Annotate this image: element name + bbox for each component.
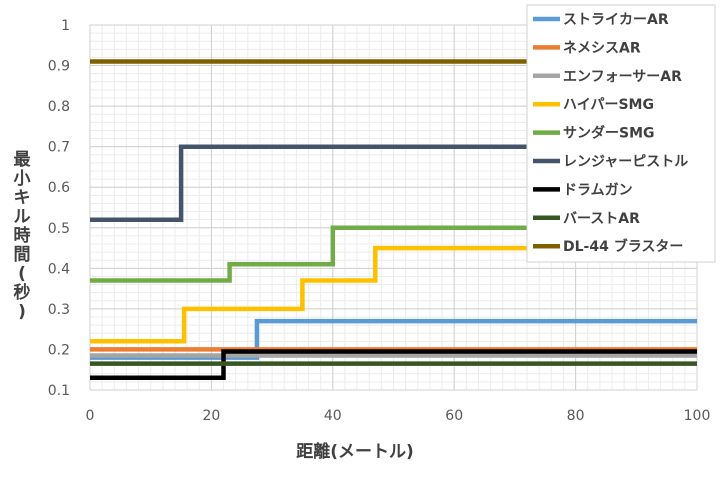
legend-label: レンジャーピストル <box>563 154 688 170</box>
y-tick-label: 0.4 <box>48 261 70 277</box>
minor-gridlines <box>89 24 698 391</box>
x-axis-title: 距離(メートル) <box>296 441 414 462</box>
y-tick-label: 0.1 <box>48 383 70 399</box>
y-axis-title: 最小キル時間(秒) <box>14 150 32 322</box>
series-line <box>90 225 697 283</box>
y-tick-label: 0.2 <box>48 342 70 358</box>
x-tick-label: 80 <box>567 408 585 424</box>
series-line <box>90 144 697 222</box>
y-tick-label: 1 <box>61 18 70 34</box>
legend-label: ハイパーSMG <box>563 97 654 113</box>
legend-label: バーストAR <box>563 211 640 227</box>
y-tick-label: 0.3 <box>48 302 70 318</box>
x-tick-label: 40 <box>324 408 342 424</box>
x-axis-ticks: 0 20 40 60 80 100 <box>86 408 711 424</box>
x-tick-label: 60 <box>445 408 463 424</box>
y-axis-ticks: 0.1 0.2 0.3 0.4 0.5 0.6 0.7 0.8 0.9 1 <box>48 18 70 399</box>
x-tick-label: 0 <box>86 408 95 424</box>
x-tick-label: 20 <box>202 408 220 424</box>
y-tick-label: 0.5 <box>48 221 70 237</box>
legend: ストライカーAR ネメシスAR エンフォーサーAR ハイパーSMG サンダーSMG レンジ… <box>526 4 716 263</box>
legend-label: ストライカーAR <box>563 12 669 28</box>
y-tick-label: 0.6 <box>48 180 70 196</box>
y-tick-label: 0.9 <box>48 59 70 75</box>
x-tick-label: 100 <box>684 408 711 424</box>
legend-label: ドラムガン <box>563 182 633 198</box>
legend-label: エンフォーサーAR <box>563 69 682 85</box>
y-tick-label: 0.8 <box>48 99 70 115</box>
series-lines <box>90 59 697 381</box>
legend-label: サンダーSMG <box>563 125 655 142</box>
legend-label: ネメシスAR <box>563 40 641 56</box>
y-tick-label: 0.7 <box>48 140 70 156</box>
legend-label: DL-44 ブラスター <box>563 238 683 255</box>
series-line <box>90 245 697 344</box>
